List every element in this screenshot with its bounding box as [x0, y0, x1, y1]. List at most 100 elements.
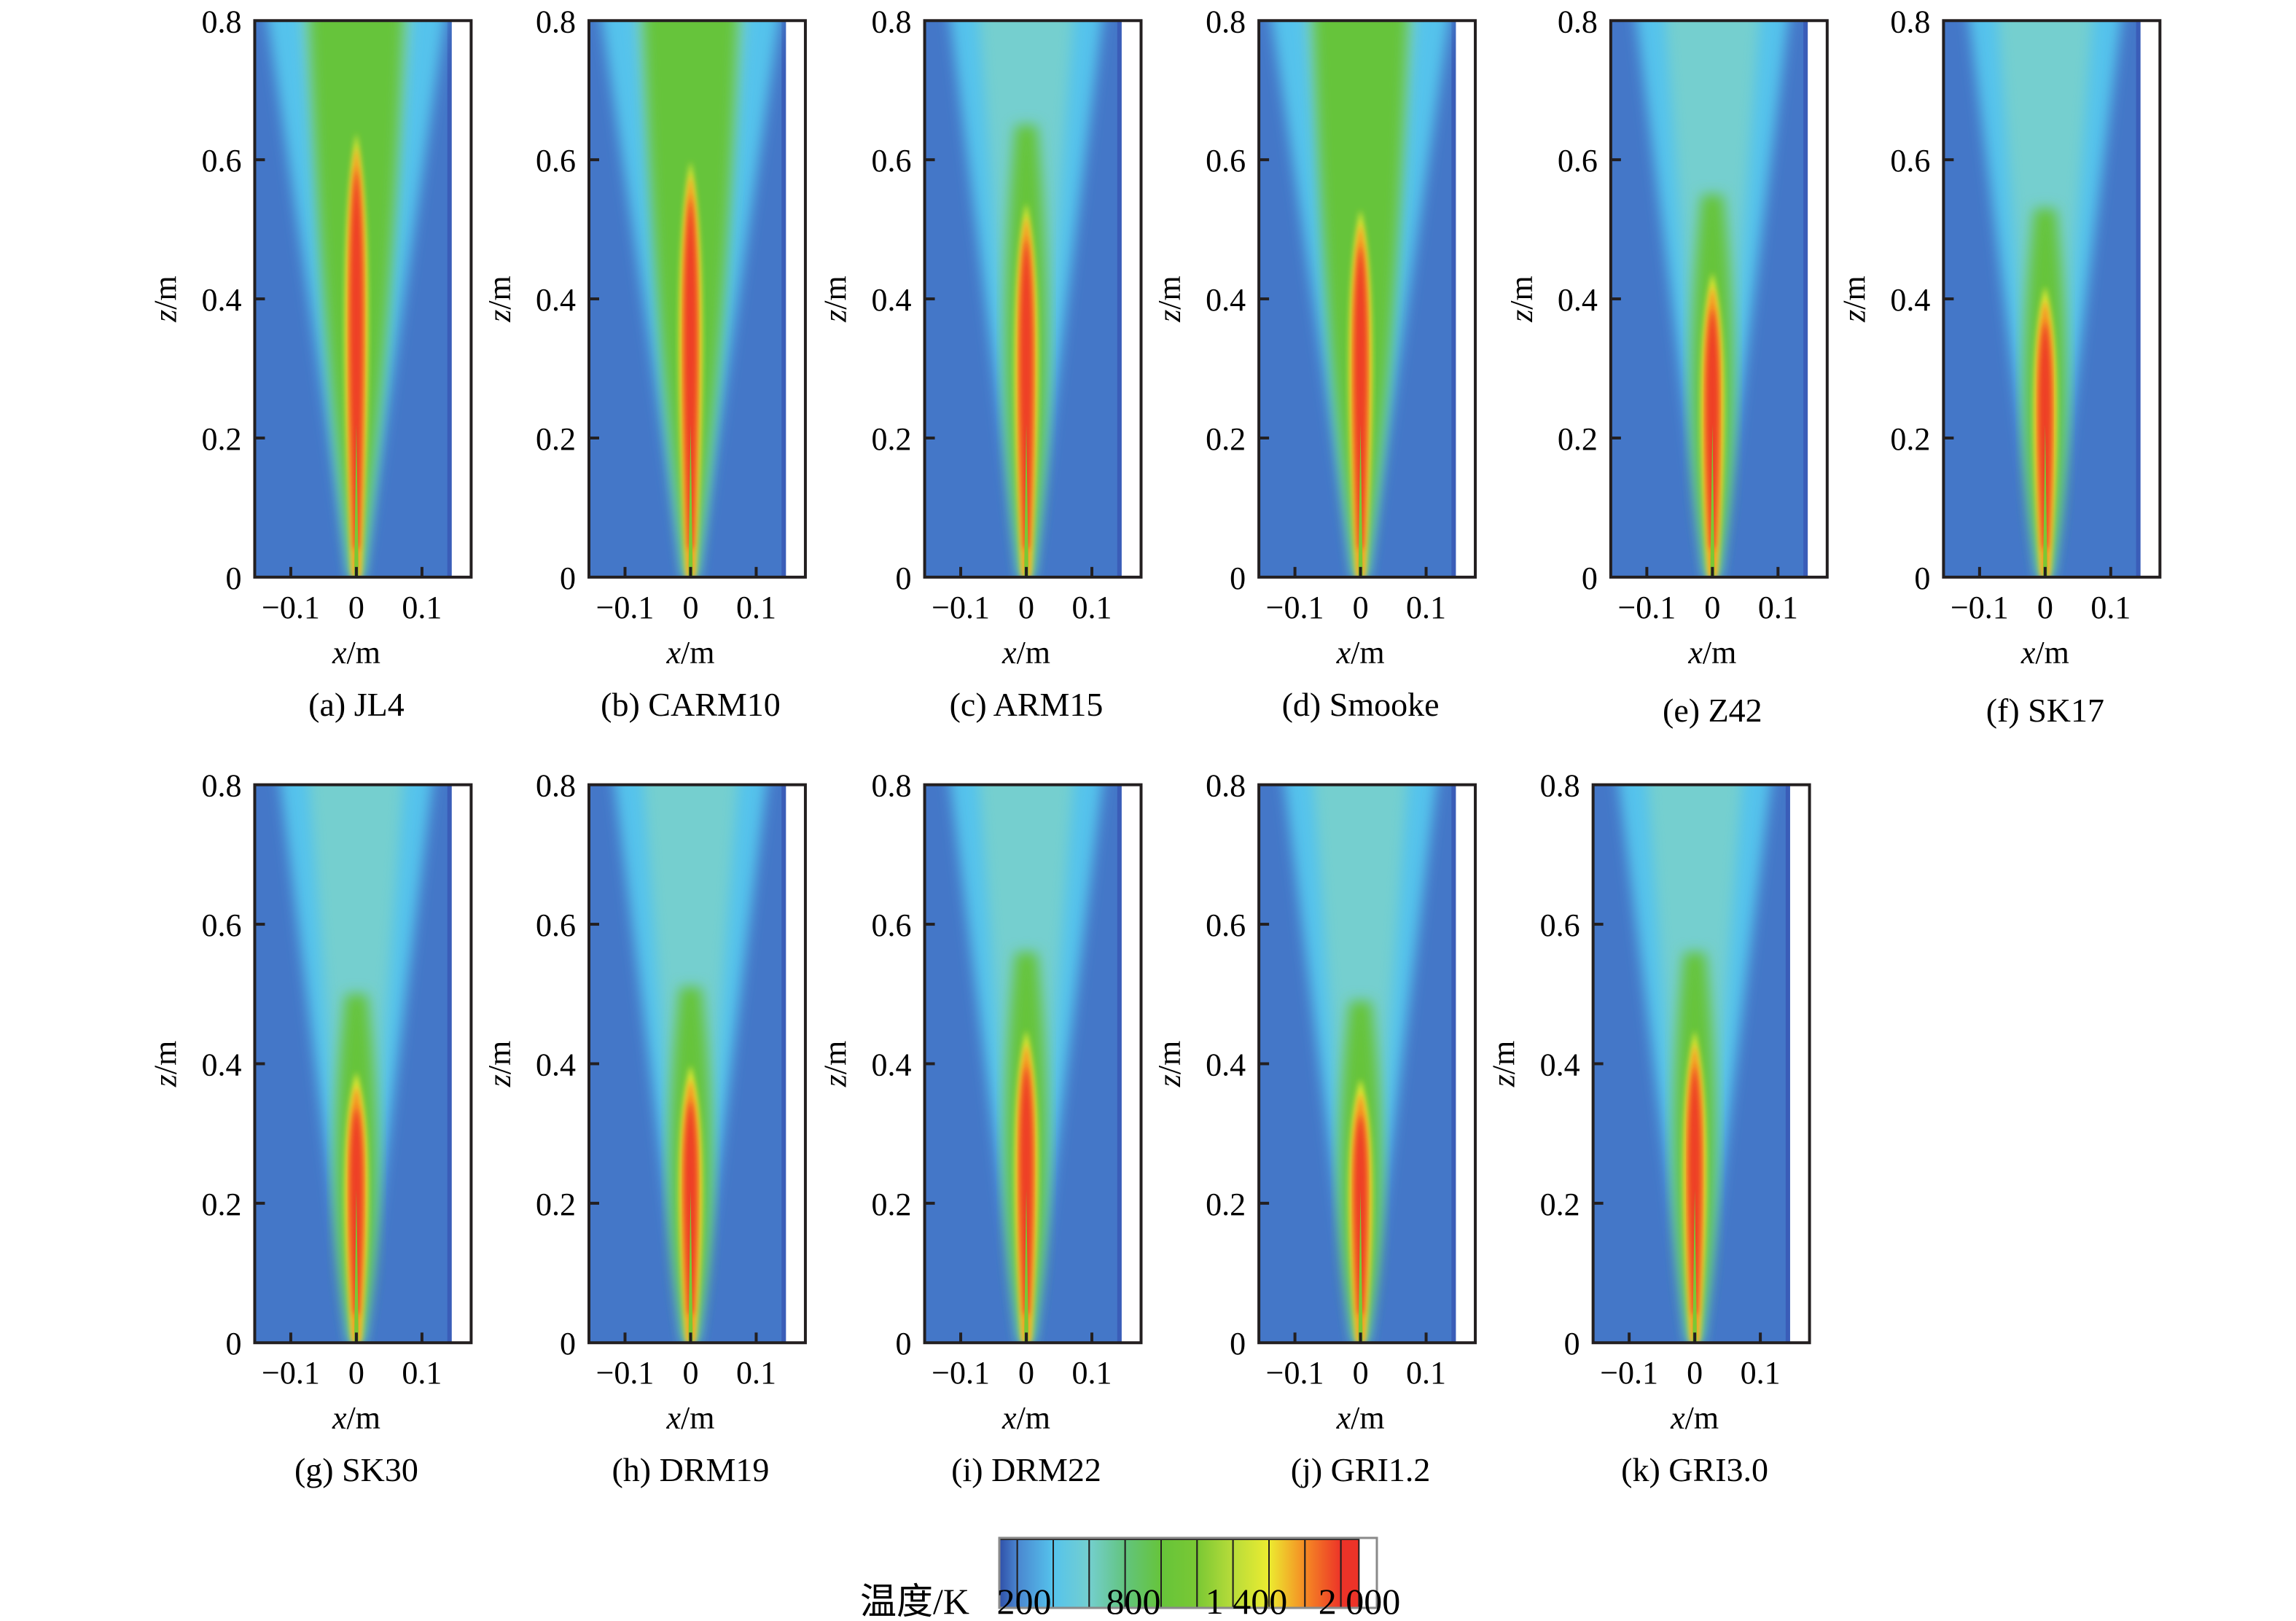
panel-h: 0 0.2 0.4 0.6 0.8 −0.1 0 0.1 x/m z/m (h) DRM19 — [482, 768, 807, 1488]
field-edge — [447, 784, 452, 1343]
jet-cold-core — [1710, 423, 1715, 577]
jet-cold-core — [1358, 423, 1363, 577]
jet-cold-core — [2042, 423, 2047, 577]
x-tick-label: 0 — [1687, 1355, 1703, 1391]
panel-c: 0 0.2 0.4 0.6 0.8 −0.1 0 0.1 x/m z/m (c) ARM15 — [818, 4, 1143, 723]
x-tick-label: 0.1 — [1406, 1355, 1446, 1391]
x-axis-label: x/m — [332, 635, 380, 671]
x-tick-label: 0 — [348, 1355, 364, 1391]
y-tick-label: 0.8 — [1540, 768, 1580, 804]
y-axis-label: z/m — [818, 276, 854, 323]
x-tick-label: 0.1 — [1758, 590, 1798, 625]
x-tick-label: 0 — [348, 590, 364, 625]
y-tick-label: 0.6 — [1540, 907, 1580, 943]
panel-caption: (d) Smooke — [1282, 686, 1440, 723]
y-tick-label: 0.4 — [536, 282, 576, 318]
colorbar-segment — [1340, 1539, 1360, 1609]
x-tick-label: 0 — [1704, 590, 1720, 625]
colorbar-segment — [1232, 1539, 1270, 1609]
y-tick-label: 0.4 — [536, 1047, 576, 1082]
y-tick-label: 0 — [1564, 1326, 1580, 1362]
colorbar-tick-label: 800 — [1106, 1581, 1161, 1621]
y-tick-label: 0.2 — [201, 421, 241, 457]
y-axis-label: z/m — [482, 1041, 518, 1088]
x-axis-label: x/m — [665, 1400, 714, 1436]
y-axis-label: z/m — [1486, 1041, 1522, 1088]
y-tick-label: 0.4 — [1890, 282, 1930, 318]
flame-red-core — [1020, 237, 1033, 548]
jet-cold-core — [1692, 1189, 1698, 1343]
panel-a: 0 0.2 0.4 0.6 0.8 −0.1 0 0.1 x/m z/m (a) JL4 — [147, 4, 473, 723]
y-tick-label: 0.6 — [872, 143, 912, 179]
field-edge — [1785, 784, 1790, 1343]
x-axis-label: x/m — [332, 1400, 380, 1436]
x-tick-label: −0.1 — [1266, 1355, 1324, 1391]
y-tick-label: 0.2 — [536, 421, 576, 457]
jet-cold-core — [354, 1189, 359, 1343]
x-tick-label: 0 — [682, 590, 698, 625]
y-tick-label: 0.2 — [872, 421, 912, 457]
y-axis-label: z/m — [1152, 276, 1187, 323]
y-tick-label: 0.4 — [1206, 282, 1246, 318]
colorbar-title: 温度/K — [860, 1581, 969, 1621]
y-tick-label: 0.4 — [872, 1047, 912, 1082]
field-edge — [1117, 784, 1122, 1343]
y-tick-label: 0.4 — [872, 282, 912, 318]
panel-caption: (f) SK17 — [1986, 692, 2104, 729]
y-tick-label: 0.6 — [201, 907, 241, 943]
field-edge — [781, 784, 786, 1343]
field-edge — [2136, 20, 2141, 577]
x-tick-label: 0 — [1353, 1355, 1369, 1391]
y-tick-label: 0.6 — [201, 143, 241, 179]
colorbar-segment — [1088, 1539, 1126, 1609]
y-axis-label: z/m — [1504, 276, 1539, 323]
y-tick-label: 0 — [225, 1326, 241, 1362]
y-tick-label: 0.6 — [1206, 907, 1246, 943]
panel-caption: (b) CARM10 — [601, 686, 781, 723]
y-axis-label: z/m — [818, 1041, 854, 1088]
x-tick-label: 0.1 — [736, 590, 776, 625]
x-tick-label: 0 — [682, 1355, 698, 1391]
y-tick-label: 0.8 — [1890, 4, 1930, 39]
panel-caption: (j) GRI1.2 — [1291, 1451, 1431, 1488]
panel-j: 0 0.2 0.4 0.6 0.8 −0.1 0 0.1 x/m z/m (j) GRI1.2 — [1152, 768, 1477, 1488]
field-edge — [447, 20, 452, 577]
panel-caption: (i) DRM22 — [951, 1451, 1101, 1488]
x-tick-label: 0.1 — [1072, 1355, 1112, 1391]
y-tick-label: 0.4 — [201, 282, 241, 318]
y-tick-label: 0.2 — [1890, 421, 1930, 457]
y-tick-label: 0.6 — [536, 143, 576, 179]
panel-d: 0 0.2 0.4 0.6 0.8 −0.1 0 0.1 x/m z/m (d) Smooke — [1152, 4, 1477, 723]
panel-i: 0 0.2 0.4 0.6 0.8 −0.1 0 0.1 x/m z/m (i) DRM22 — [818, 768, 1143, 1488]
x-tick-label: −0.1 — [596, 1355, 655, 1391]
y-tick-label: 0.4 — [1558, 282, 1598, 318]
y-tick-label: 0 — [1230, 560, 1246, 596]
colorbar-segment — [1268, 1539, 1306, 1609]
y-tick-label: 0 — [896, 560, 912, 596]
panel-caption: (c) ARM15 — [950, 686, 1104, 723]
colorbar: 温度/K 200 800 1 400 2 000 — [860, 1536, 1401, 1621]
y-tick-label: 0 — [896, 1326, 912, 1362]
colorbar-segment — [1053, 1539, 1090, 1609]
jet-cold-core — [688, 1189, 693, 1343]
field-edge — [1451, 784, 1456, 1343]
x-axis-label: x/m — [2020, 635, 2069, 671]
x-tick-label: 0.1 — [736, 1355, 776, 1391]
y-tick-label: 0.6 — [1206, 143, 1246, 179]
y-tick-label: 0.2 — [1206, 1187, 1246, 1222]
colorbar-segment — [1124, 1539, 1162, 1609]
y-tick-label: 0 — [1582, 560, 1598, 596]
y-tick-label: 0.8 — [872, 768, 912, 804]
x-tick-label: 0 — [1353, 590, 1369, 625]
x-tick-label: 0.1 — [2090, 590, 2131, 625]
x-tick-label: −0.1 — [262, 1355, 320, 1391]
colorbar-segment — [999, 1539, 1018, 1609]
colorbar-tick-label: 2 000 — [1319, 1581, 1401, 1621]
y-tick-label: 0.8 — [536, 4, 576, 39]
y-tick-label: 0.6 — [1890, 143, 1930, 179]
x-tick-label: 0.1 — [1741, 1355, 1781, 1391]
field-edge — [1803, 20, 1808, 577]
colorbar-segment — [1160, 1539, 1198, 1609]
y-tick-label: 0.6 — [872, 907, 912, 943]
x-axis-label: x/m — [1001, 635, 1050, 671]
